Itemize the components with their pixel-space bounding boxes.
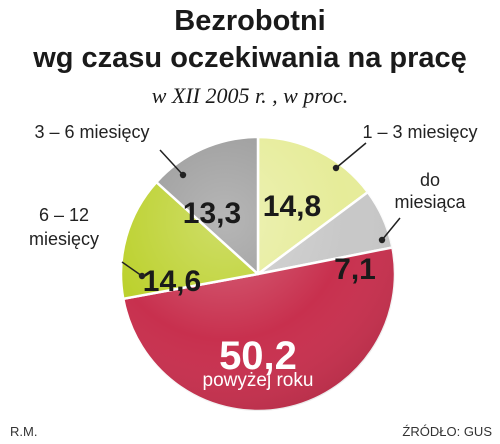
leader-line-slice-3-6-months bbox=[159, 149, 184, 176]
leader-dot-slice-1-3-months bbox=[332, 164, 340, 172]
chart-subtitle: w XII 2005 r. , w proc. bbox=[152, 83, 349, 108]
category-label-slice-under-1-month-line-1: do bbox=[420, 170, 440, 190]
leader-dot-slice-3-6-months bbox=[179, 171, 187, 179]
category-label-slice-under-1-month-line-2: miesiąca bbox=[394, 192, 466, 212]
author-credit: R.M. bbox=[10, 424, 37, 439]
category-label-slice-6-12-months-line-2: miesięcy bbox=[29, 229, 99, 249]
leader-line-slice-1-3-months bbox=[335, 142, 367, 169]
leader-line-slice-6-12-months bbox=[121, 261, 143, 277]
leader-line-slice-under-1-month bbox=[381, 217, 401, 241]
leader-dot-slice-under-1-month bbox=[378, 236, 386, 244]
category-label-slice-over-1-year: powyżej roku bbox=[203, 370, 314, 391]
category-label-slice-6-12-months-line-1: 6 – 12 bbox=[39, 205, 89, 225]
category-label-slice-3-6-months: 3 – 6 miesięcy bbox=[34, 122, 149, 142]
value-label-slice-6-12-months: 14,6 bbox=[143, 265, 201, 298]
value-label-slice-over-1-year: 50,2 bbox=[219, 334, 297, 378]
value-label-slice-1-3-months: 14,8 bbox=[263, 190, 321, 223]
value-label-slice-3-6-months: 13,3 bbox=[183, 197, 241, 230]
category-label-slice-1-3-months: 1 – 3 miesięcy bbox=[362, 122, 477, 142]
source-note: ŹRÓDŁO: GUS bbox=[402, 424, 492, 439]
value-label-slice-under-1-month: 7,1 bbox=[334, 253, 376, 286]
leader-dot-slice-6-12-months bbox=[138, 272, 146, 280]
chart-title-line-1: Bezrobotni bbox=[174, 5, 325, 37]
chart-title-line-2: wg czasu oczekiwania na pracę bbox=[32, 42, 467, 74]
